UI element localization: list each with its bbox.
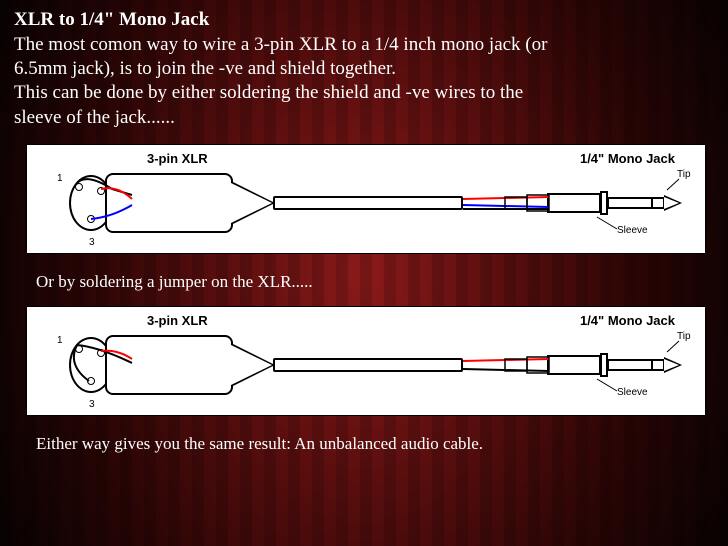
caption-middle: Or by soldering a jumper on the XLR.....: [36, 272, 714, 292]
tip-label: Tip: [677, 331, 691, 342]
wires-svg: [27, 307, 705, 415]
sleeve-label: Sleeve: [617, 225, 648, 236]
slide-title: XLR to 1/4" Mono Jack: [14, 8, 714, 33]
intro-line: 6.5mm jack), is to join the -ve and shie…: [14, 58, 396, 79]
wiring-diagram-1: 3-pin XLR 1/4" Mono Jack 1 2 3: [26, 144, 706, 254]
intro-text: The most comon way to wire a 3-pin XLR t…: [14, 33, 714, 130]
wires-svg: [27, 145, 705, 253]
intro-line: The most comon way to wire a 3-pin XLR t…: [14, 34, 547, 55]
slide-content: XLR to 1/4" Mono Jack The most comon way…: [0, 0, 728, 476]
wiring-diagram-2: 3-pin XLR 1/4" Mono Jack 1 2 3: [26, 306, 706, 416]
intro-line: This can be done by either soldering the…: [14, 82, 523, 103]
caption-end: Either way gives you the same result: An…: [36, 434, 714, 454]
intro-line: sleeve of the jack......: [14, 107, 175, 128]
sleeve-label: Sleeve: [617, 387, 648, 398]
tip-label: Tip: [677, 169, 691, 180]
